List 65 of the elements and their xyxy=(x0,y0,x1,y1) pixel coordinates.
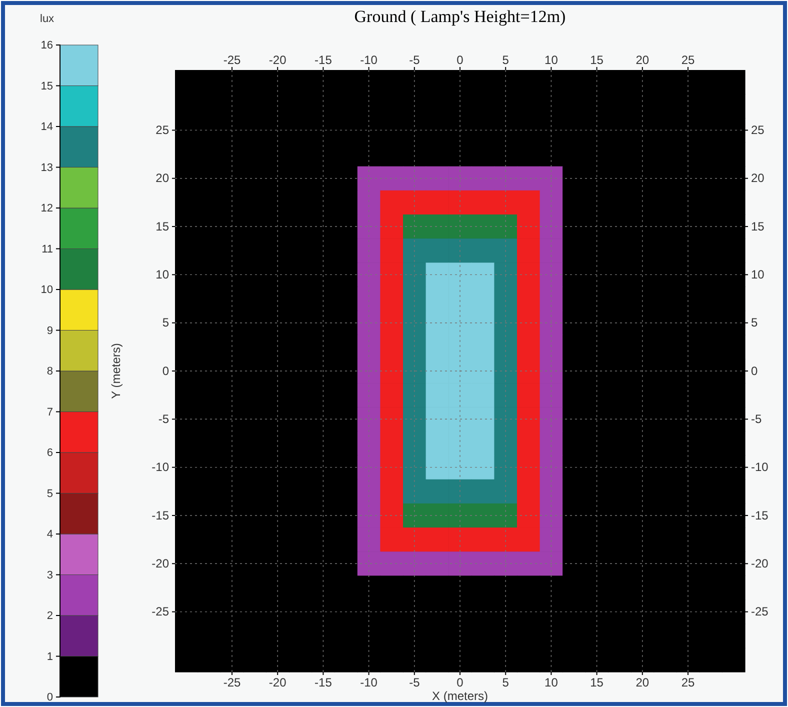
category-label: 25 xyxy=(681,676,695,690)
color-bar-label: 6 xyxy=(46,447,53,460)
color-bar-label: 8 xyxy=(46,366,53,378)
color-bar-label: 15 xyxy=(40,80,53,92)
color-bar-label: 7 xyxy=(46,406,53,418)
color-bar-label: 0 xyxy=(46,692,53,704)
color-bar-label: 10 xyxy=(40,284,53,296)
color-bar-label: 11 xyxy=(42,243,53,256)
color-bar-label: 13 xyxy=(40,162,53,174)
x-tick-label: 15 xyxy=(590,53,604,67)
x-tick-label: -20 xyxy=(268,53,287,67)
y2-tick-label: -25 xyxy=(751,604,769,619)
category-label: 20 xyxy=(636,676,650,690)
x-tick-label: -5 xyxy=(409,53,420,67)
x-tick-label: 5 xyxy=(502,53,510,67)
y-tick-label: -5 xyxy=(158,412,170,426)
y2-tick-label: -5 xyxy=(751,412,762,426)
x-tick-label: 25 xyxy=(681,53,695,67)
y-tick-label: 10 xyxy=(156,268,170,282)
y-axis-title: Y (meters) xyxy=(109,343,123,399)
color-bar-label: 5 xyxy=(46,488,53,500)
color-bar-label: 9 xyxy=(46,324,53,337)
color-bar-label: 3 xyxy=(46,569,53,582)
y2-tick-label: 20 xyxy=(751,171,765,186)
x-tick-label: 0 xyxy=(456,53,464,67)
x-tick-label: 10 xyxy=(544,53,558,67)
color-bar-label: 14 xyxy=(40,121,53,134)
category-label: 10 xyxy=(544,676,558,690)
y2-tick-label: 25 xyxy=(751,123,765,138)
y2-tick-label: -15 xyxy=(751,508,769,522)
y-tick-label: 20 xyxy=(156,171,170,186)
y2-tick-label: 10 xyxy=(751,268,765,282)
y-tick-label: -25 xyxy=(152,604,170,619)
x-tick-label: -10 xyxy=(360,53,378,67)
x-tick-label: -15 xyxy=(314,53,332,67)
y2-tick-label: -20 xyxy=(751,556,769,570)
y-tick-label: 5 xyxy=(162,316,170,330)
category-label: -10 xyxy=(360,676,378,690)
y-tick-label: 0 xyxy=(162,364,170,378)
y2-tick-label: 5 xyxy=(751,316,758,330)
category-label: -5 xyxy=(409,676,420,690)
y-tick-label: 15 xyxy=(156,219,170,234)
category-label: 5 xyxy=(502,676,509,690)
color-bar-label: 12 xyxy=(40,202,53,215)
y2-tick-label: 15 xyxy=(751,219,765,234)
y-tick-label: 25 xyxy=(156,123,170,138)
x-tick-label: -25 xyxy=(223,53,241,67)
category-label: -15 xyxy=(314,676,332,690)
color-bar-label: 1 xyxy=(46,650,53,663)
x-tick-label: 20 xyxy=(636,53,650,67)
chart-title: Ground ( Lamp's Height=12m) xyxy=(354,7,566,26)
color-bar-label: 4 xyxy=(46,528,53,541)
category-label: -25 xyxy=(223,676,241,690)
color-bar-label: 2 xyxy=(46,610,53,622)
y-tick-label: -10 xyxy=(152,460,170,474)
x-axis-title: X (meters) xyxy=(432,689,488,703)
color-bar-title: lux xyxy=(40,13,55,25)
category-label: 0 xyxy=(456,676,464,690)
y-tick-label: -20 xyxy=(152,556,170,570)
y2-tick-label: -10 xyxy=(751,460,769,474)
category-label: -20 xyxy=(268,676,286,690)
color-bar-label: 16 xyxy=(40,40,53,52)
y2-tick-label: 0 xyxy=(751,364,758,378)
category-label: 15 xyxy=(590,676,604,690)
y-tick-label: -15 xyxy=(152,508,170,522)
